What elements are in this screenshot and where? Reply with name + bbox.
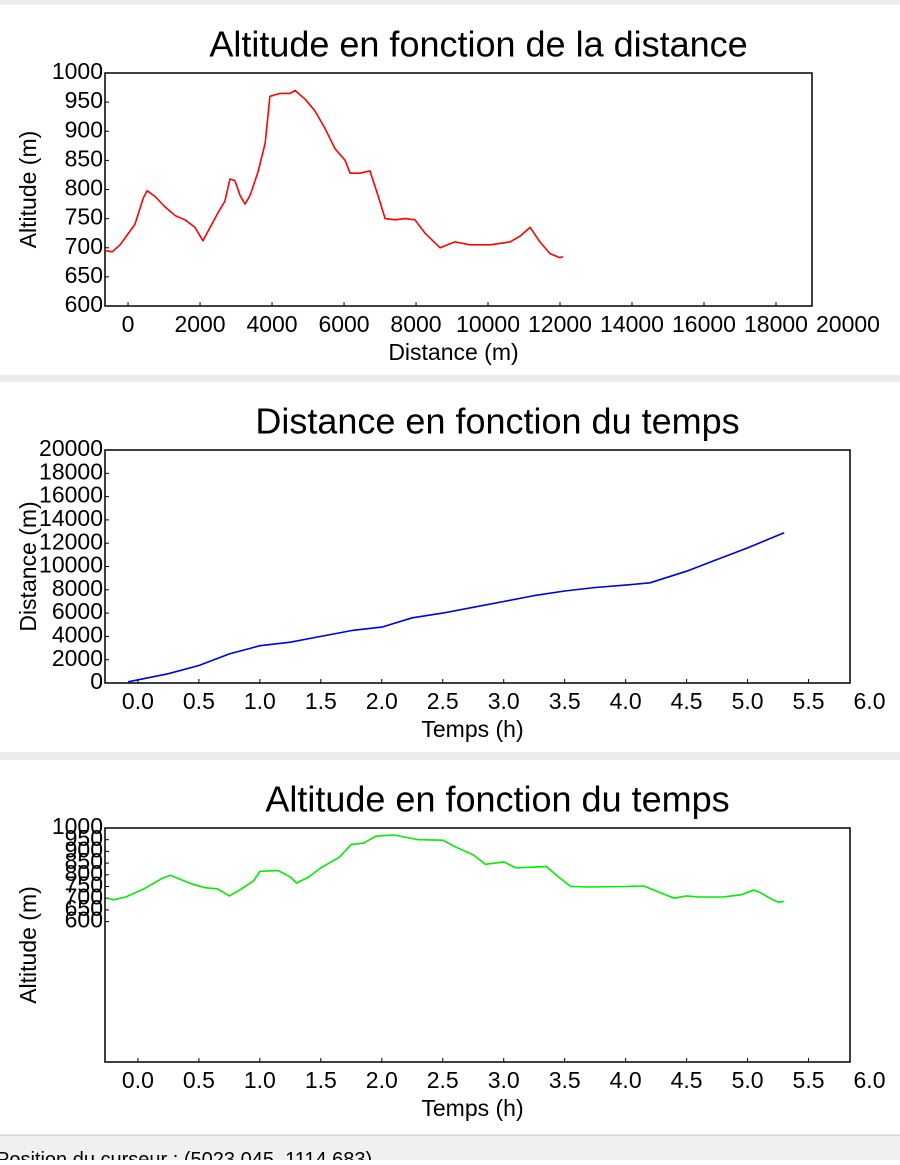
x-tick-label: 4.5 [671, 688, 703, 714]
x-tick-label: 1.5 [305, 688, 337, 714]
y-tick-label: 800 [65, 175, 103, 201]
x-tick-label: 5.0 [732, 688, 764, 714]
y-tick-label: 10000 [39, 552, 103, 578]
x-tick-label: 4.0 [610, 1067, 642, 1093]
y-tick-label: 1000 [52, 58, 103, 84]
separator [0, 0, 900, 5]
status-text: Position du curseur : (5023.045, 1114.68… [0, 1149, 372, 1160]
y-tick-label: 650 [65, 895, 103, 921]
x-tick-label: 0.5 [183, 1067, 215, 1093]
y-tick-label: 750 [65, 872, 103, 898]
y-tick-label: 12000 [39, 528, 103, 554]
x-tick-label: 0.5 [183, 688, 215, 714]
status-bar [0, 1135, 900, 1160]
y-tick-label: 16000 [39, 482, 103, 508]
x-tick-label: 16000 [672, 311, 736, 337]
x-tick-label: 0.0 [122, 688, 154, 714]
x-tick-label: 18000 [744, 311, 808, 337]
x-tick-label: 6.0 [854, 688, 886, 714]
x-axis-label: Temps (h) [421, 716, 523, 742]
y-tick-label: 600 [65, 907, 103, 933]
y-tick-label: 650 [65, 262, 103, 288]
y-tick-label: 850 [65, 848, 103, 874]
x-tick-label: 12000 [528, 311, 592, 337]
x-axis-label: Temps (h) [421, 1095, 523, 1121]
y-tick-label: 0 [90, 668, 103, 694]
y-tick-label: 850 [65, 145, 103, 171]
x-tick-label: 2.5 [427, 1067, 459, 1093]
x-tick-label: 5.5 [793, 1067, 825, 1093]
data-line [128, 531, 785, 683]
chart-title: Distance en fonction du temps [255, 401, 739, 442]
y-axis-label: Altitude (m) [15, 131, 41, 249]
x-tick-label: 2.0 [366, 1067, 398, 1093]
y-tick-label: 14000 [39, 505, 103, 531]
x-tick-label: 3.5 [549, 688, 581, 714]
x-tick-label: 14000 [600, 311, 664, 337]
x-tick-label: 5.5 [793, 688, 825, 714]
x-tick-label: 0 [122, 311, 135, 337]
x-tick-label: 2.5 [427, 688, 459, 714]
x-tick-label: 6.0 [854, 1067, 886, 1093]
x-tick-label: 5.0 [732, 1067, 764, 1093]
y-axis-label: Distance (m) [15, 501, 41, 631]
y-tick-label: 900 [65, 836, 103, 862]
y-tick-label: 8000 [52, 575, 103, 601]
separator [0, 752, 900, 760]
y-tick-label: 900 [65, 116, 103, 142]
x-tick-label: 1.5 [305, 1067, 337, 1093]
x-tick-label: 6000 [318, 311, 369, 337]
x-tick-label: 4.5 [671, 1067, 703, 1093]
x-tick-label: 8000 [390, 311, 441, 337]
y-tick-label: 4000 [52, 621, 103, 647]
y-axis-label: Altitude (m) [15, 886, 41, 1004]
y-tick-label: 1000 [52, 813, 103, 839]
x-tick-label: 4000 [246, 311, 297, 337]
plot-area [104, 72, 813, 307]
data-line [107, 834, 785, 903]
x-tick-label: 10000 [456, 311, 520, 337]
x-tick-label: 2.0 [366, 688, 398, 714]
x-axis-label: Distance (m) [388, 339, 518, 365]
y-tick-label: 800 [65, 860, 103, 886]
y-tick-label: 20000 [39, 435, 103, 461]
y-tick-label: 950 [65, 87, 103, 113]
y-tick-label: 2000 [52, 645, 103, 671]
y-tick-label: 750 [65, 204, 103, 230]
chart-title: Altitude en fonction de la distance [209, 24, 747, 65]
x-tick-label: 4.0 [610, 688, 642, 714]
x-tick-label: 3.5 [549, 1067, 581, 1093]
x-tick-label: 3.0 [488, 688, 520, 714]
x-tick-label: 20000 [816, 311, 880, 337]
x-tick-label: 1.0 [244, 688, 276, 714]
x-tick-label: 1.0 [244, 1067, 276, 1093]
data-line [105, 89, 564, 259]
chart-title: Altitude en fonction du temps [265, 779, 729, 820]
y-tick-label: 18000 [39, 458, 103, 484]
x-tick-label: 3.0 [488, 1067, 520, 1093]
y-tick-label: 950 [65, 825, 103, 851]
x-tick-label: 2000 [174, 311, 225, 337]
y-tick-label: 700 [65, 233, 103, 259]
y-tick-label: 600 [65, 291, 103, 317]
x-tick-label: 0.0 [122, 1067, 154, 1093]
y-tick-label: 6000 [52, 598, 103, 624]
y-tick-label: 700 [65, 883, 103, 909]
separator [0, 375, 900, 382]
plot-area [104, 827, 851, 1063]
plot-area [104, 449, 851, 684]
